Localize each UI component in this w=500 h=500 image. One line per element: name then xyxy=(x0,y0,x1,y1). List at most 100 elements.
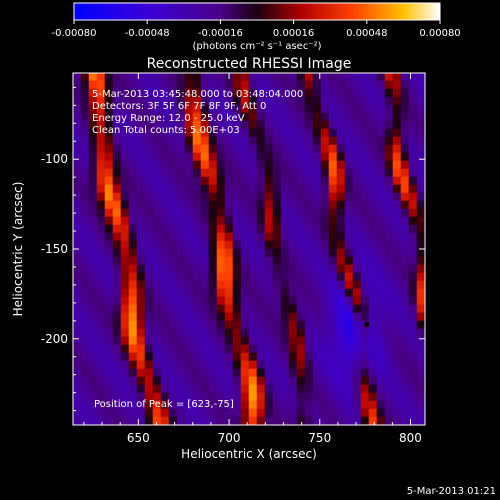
heatmap-cell xyxy=(336,200,346,210)
heatmap-cell xyxy=(416,136,425,146)
heatmap-cell xyxy=(264,248,274,258)
heatmap-cell xyxy=(184,208,194,218)
heatmap-cell xyxy=(328,112,338,122)
heatmap-cell xyxy=(128,280,138,290)
heatmap-cell xyxy=(344,296,354,306)
heatmap-cell xyxy=(224,248,234,258)
heatmap-cell xyxy=(360,328,370,338)
heatmap-cell xyxy=(264,368,274,378)
heatmap-cell xyxy=(328,96,338,106)
heatmap-cell xyxy=(400,88,410,98)
heatmap-cell xyxy=(360,216,370,226)
colorbar-tick-label: 0.00016 xyxy=(273,28,314,39)
heatmap-cell xyxy=(368,352,378,362)
heatmap-cell xyxy=(256,112,266,122)
heatmap-cell xyxy=(320,384,330,394)
heatmap-cell xyxy=(288,112,298,122)
heatmap-cell xyxy=(224,384,234,394)
heatmap-cell xyxy=(264,312,274,322)
heatmap-cell xyxy=(112,376,122,386)
heatmap-cell xyxy=(224,360,234,370)
heatmap-cell xyxy=(240,400,250,410)
heatmap-cell xyxy=(73,368,82,378)
heatmap-cell xyxy=(336,224,346,234)
heatmap-cell xyxy=(336,152,346,162)
heatmap-cell xyxy=(280,176,290,186)
heatmap-cell xyxy=(384,272,394,282)
heatmap-cell xyxy=(136,296,146,306)
heatmap-cell xyxy=(392,152,402,162)
heatmap-cell xyxy=(144,392,154,402)
heatmap-cell xyxy=(336,384,346,394)
heatmap-cell xyxy=(256,96,266,106)
heatmap-cell xyxy=(80,160,90,170)
heatmap-cell xyxy=(328,416,338,425)
heatmap-cell xyxy=(336,392,346,402)
heatmap-cell xyxy=(392,288,402,298)
heatmap-cell xyxy=(400,136,410,146)
heatmap-cell xyxy=(160,192,170,202)
heatmap-cell xyxy=(368,96,378,106)
heatmap-cell xyxy=(160,96,170,106)
heatmap-cell xyxy=(296,192,306,202)
heatmap-cell xyxy=(184,200,194,210)
heatmap-cell xyxy=(232,73,242,82)
heatmap-cell xyxy=(208,272,218,282)
heatmap-cell xyxy=(352,344,362,354)
heatmap-cell xyxy=(144,136,154,146)
heatmap-cell xyxy=(104,152,114,162)
colorbar-tick-label: -0.00016 xyxy=(198,28,243,39)
heatmap-cell xyxy=(392,200,402,210)
heatmap-cell xyxy=(360,376,370,386)
heatmap-cell xyxy=(408,304,418,314)
heatmap-cell xyxy=(296,296,306,306)
heatmap-cell xyxy=(384,376,394,386)
heatmap-cell xyxy=(160,200,170,210)
heatmap-cell xyxy=(216,360,226,370)
heatmap-cell xyxy=(224,168,234,178)
heatmap-cell xyxy=(320,392,330,402)
heatmap-cell xyxy=(376,192,386,202)
heatmap-cell xyxy=(112,144,122,154)
heatmap-cell xyxy=(200,208,210,218)
heatmap-cell xyxy=(416,208,425,218)
heatmap-cell xyxy=(368,384,378,394)
heatmap-cell xyxy=(304,184,314,194)
heatmap-cell xyxy=(73,320,82,330)
heatmap-cell xyxy=(280,112,290,122)
heatmap-cell xyxy=(328,312,338,322)
heatmap-cell xyxy=(120,360,130,370)
heatmap-cell xyxy=(384,184,394,194)
heatmap-cell xyxy=(80,256,90,266)
heatmap-cell xyxy=(288,328,298,338)
heatmap-cell xyxy=(200,80,210,90)
heatmap-cell xyxy=(136,344,146,354)
heatmap-cell xyxy=(248,160,258,170)
heatmap-cell xyxy=(73,216,82,226)
heatmap-cell xyxy=(392,73,402,82)
heatmap-cell xyxy=(73,208,82,218)
heatmap-cell xyxy=(328,288,338,298)
heatmap-cell xyxy=(128,384,138,394)
heatmap-cell xyxy=(240,352,250,362)
heatmap-cell xyxy=(408,73,418,82)
heatmap-cell xyxy=(136,232,146,242)
heatmap-cell xyxy=(73,224,82,234)
heatmap-cell xyxy=(360,312,370,322)
heatmap-cell xyxy=(272,168,282,178)
heatmap-cell xyxy=(344,400,354,410)
heatmap-cell xyxy=(416,312,425,322)
heatmap-cell xyxy=(264,376,274,386)
heatmap-cell xyxy=(152,200,162,210)
heatmap-cell xyxy=(408,160,418,170)
heatmap-cell xyxy=(232,240,242,250)
heatmap-cell xyxy=(88,304,98,314)
heatmap-cell xyxy=(416,264,425,274)
heatmap-cell xyxy=(328,88,338,98)
heatmap-cell xyxy=(192,344,202,354)
heatmap-cell xyxy=(360,352,370,362)
heatmap-cell xyxy=(320,416,330,425)
heatmap-cell xyxy=(344,376,354,386)
heatmap-cell xyxy=(184,248,194,258)
heatmap-cell xyxy=(248,304,258,314)
